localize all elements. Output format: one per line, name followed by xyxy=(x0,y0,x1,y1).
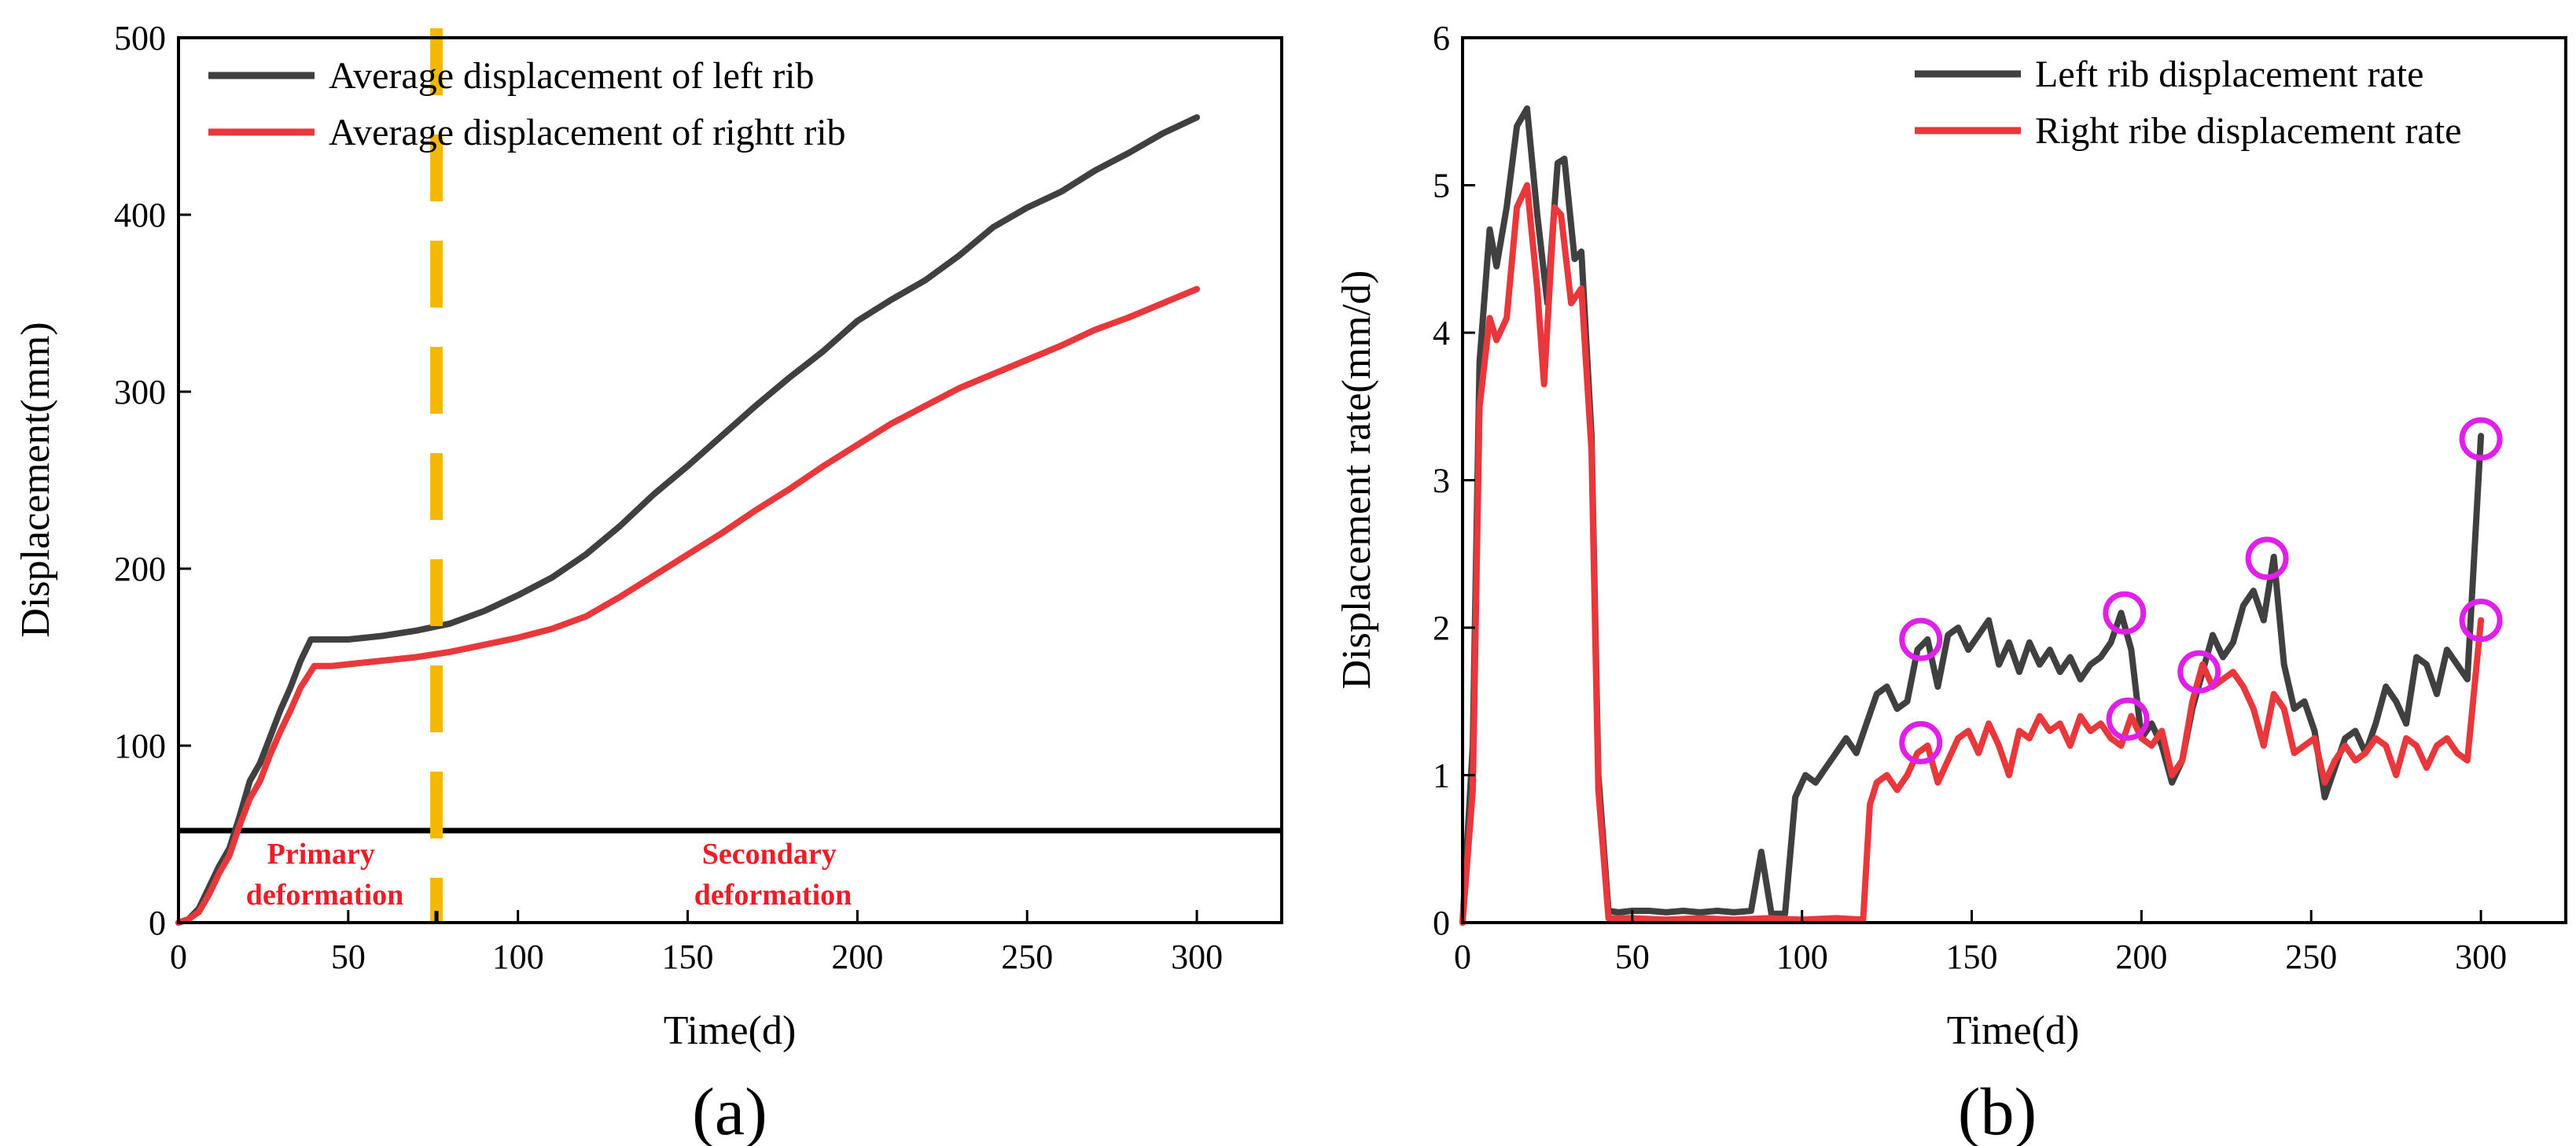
peak-highlight-circle xyxy=(1899,720,1943,765)
panel-a-marks xyxy=(175,28,1282,926)
panel-b-y-tick-label: 6 xyxy=(1433,19,1450,57)
panel-b-x-tick-label: 100 xyxy=(1776,938,1828,976)
panel-b-x-axis-title: Time(d) xyxy=(1947,1008,2080,1053)
panel-a-x-tick-label: 150 xyxy=(662,938,714,976)
legend-label-left-rib-rate: Left rib displacement rate xyxy=(2035,53,2423,95)
panel-a-y-tick-label: 500 xyxy=(114,19,166,57)
peak-highlight-circle xyxy=(2103,591,2147,635)
panel-b-y-tick-label: 2 xyxy=(1433,609,1450,647)
panel-a-y-tick-label: 200 xyxy=(114,550,166,588)
panel-b-ticks: 0 50 100 150 200 250 300 0 1 2 3 4 5 6 xyxy=(1433,19,2507,976)
annotation-secondary-deformation: Secondary deformation xyxy=(694,838,852,912)
legend-label-right-rib-rate: Right ribe displacement rate xyxy=(2035,110,2461,152)
legend-label-right-rib: Average displacement of rightt rib xyxy=(329,112,846,153)
panel-b-y-tick-label: 1 xyxy=(1433,757,1450,795)
panel-a-x-axis-title: Time(d) xyxy=(664,1008,797,1053)
panel-a-y-axis-title: Displacement(mm) xyxy=(13,322,58,637)
panel-a-plot-frame xyxy=(177,36,1283,924)
panel-a-x-tick-label: 300 xyxy=(1171,938,1223,976)
panel-a-y-tick-label: 400 xyxy=(114,196,166,234)
annotation-primary-line-2: deformation xyxy=(246,879,404,912)
peak-highlight-circle xyxy=(2245,536,2289,580)
panel-a-y-tick-label: 100 xyxy=(114,727,166,765)
panel-b-series-line-right-rib xyxy=(1459,182,2485,926)
panel-b-x-tick-label: 200 xyxy=(2115,938,2167,976)
annotation-primary-deformation: Primary deformation xyxy=(246,838,404,912)
panel-b-y-tick-label: 3 xyxy=(1433,462,1450,500)
panel-a-displacement-chart: 0 50 100 150 200 250 300 0 100 200 300 400 500 Displ… xyxy=(13,19,1283,1146)
panel-b-y-tick-label: 0 xyxy=(1433,904,1450,942)
panel-a-y-tick-label: 300 xyxy=(114,373,166,411)
annotation-secondary-line-2: deformation xyxy=(694,879,852,912)
peak-highlight-circle xyxy=(2459,417,2503,461)
panel-b-legend: Left rib displacement rate Right ribe di… xyxy=(1915,53,2461,152)
peak-highlight-circle xyxy=(2106,697,2150,741)
panel-a-y-tick-label: 0 xyxy=(149,904,166,942)
panel-b-marks xyxy=(1459,105,2503,926)
peak-highlight-circle xyxy=(2177,650,2221,694)
panel-b-x-tick-label: 300 xyxy=(2455,938,2507,976)
panel-a-series-line-right-rib xyxy=(175,286,1201,926)
panel-a-series-line-left-rib xyxy=(175,114,1201,926)
panel-b-x-tick-label: 250 xyxy=(2285,938,2337,976)
panel-a-legend: Average displacement of left rib Average… xyxy=(208,55,846,153)
panel-a-ticks: 0 50 100 150 200 250 300 0 100 200 300 400 500 xyxy=(114,19,1223,976)
annotation-secondary-line-1: Secondary xyxy=(702,838,837,871)
peak-highlight-circle xyxy=(2459,599,2503,643)
legend-label-left-rib: Average displacement of left rib xyxy=(329,55,815,97)
panel-b-y-tick-label: 5 xyxy=(1433,167,1450,205)
panel-b-y-tick-label: 4 xyxy=(1433,314,1450,352)
panel-a-x-tick-label: 0 xyxy=(170,938,187,976)
panel-b-x-tick-label: 0 xyxy=(1454,938,1471,976)
panel-b-x-tick-label: 50 xyxy=(1615,938,1650,976)
panel-a-x-tick-label: 50 xyxy=(331,938,366,976)
panel-b-displacement-rate-chart: 0 50 100 150 200 250 300 0 1 2 3 4 5 6 Displacement r… xyxy=(1334,19,2567,1146)
panel-a-x-tick-label: 250 xyxy=(1001,938,1053,976)
panel-a-x-tick-label: 100 xyxy=(492,938,544,976)
panel-b-series-line-left-rib xyxy=(1459,105,2485,926)
peak-highlight-circle xyxy=(1899,617,1943,661)
panel-b-x-tick-label: 150 xyxy=(1946,938,1998,976)
panel-a-label: (a) xyxy=(692,1074,767,1146)
panel-b-y-axis-title: Displacement rate(mm/d) xyxy=(1334,271,1379,690)
panel-a-x-tick-label: 200 xyxy=(831,938,883,976)
panel-b-plot-frame xyxy=(1461,36,2567,924)
panel-b-label: (b) xyxy=(1958,1074,2037,1146)
annotation-primary-line-1: Primary xyxy=(267,838,375,871)
